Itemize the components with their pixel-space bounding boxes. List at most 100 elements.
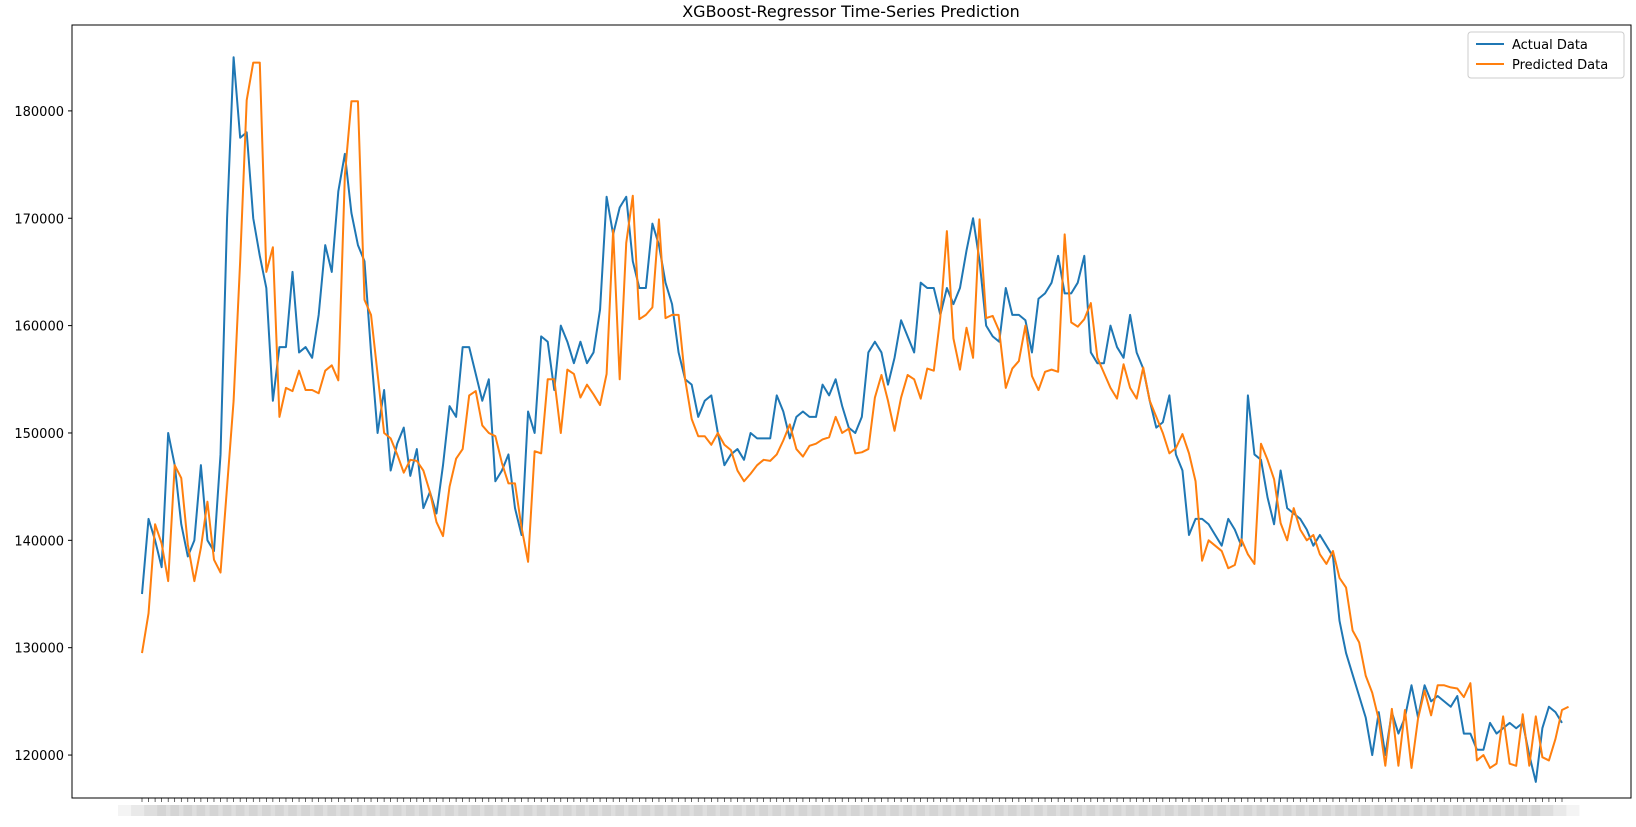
x-tick-label	[1282, 805, 1331, 816]
y-tick-label: 170000	[14, 212, 64, 227]
x-tick-label	[157, 805, 206, 816]
y-tick-label: 160000	[14, 320, 64, 335]
x-tick-label	[510, 805, 559, 816]
x-tick-label	[248, 805, 297, 816]
x-tick-label	[955, 805, 1004, 816]
x-tick-label	[1308, 805, 1357, 816]
x-tick-label	[759, 805, 808, 816]
legend-box	[1467, 31, 1625, 79]
x-tick-label	[392, 805, 441, 816]
x-tick-label	[458, 805, 507, 816]
x-tick-label	[1178, 805, 1227, 816]
x-axis	[118, 798, 1580, 816]
x-tick-label	[1439, 805, 1488, 816]
x-tick-label	[366, 805, 415, 816]
x-tick-label	[903, 805, 952, 816]
x-tick-label	[785, 805, 834, 816]
x-tick-label	[1479, 805, 1528, 816]
x-tick-label	[118, 805, 166, 816]
legend-label-actual: Actual Data	[1512, 38, 1588, 53]
x-tick-label	[942, 805, 991, 816]
x-tick-label	[1452, 805, 1501, 816]
x-tick-label	[850, 805, 899, 816]
series-layer	[141, 56, 1569, 783]
x-tick-label	[1348, 805, 1397, 816]
x-tick-label	[890, 805, 939, 816]
x-tick-label	[772, 805, 821, 816]
x-tick-label	[1518, 805, 1567, 816]
plot-frame	[71, 24, 1632, 799]
x-tick-label	[445, 805, 494, 816]
x-tick-label	[981, 805, 1030, 816]
x-tick-label	[733, 805, 782, 816]
x-tick-label	[641, 805, 690, 816]
x-tick-label	[1112, 805, 1161, 816]
x-tick-label	[863, 805, 912, 816]
x-tick-label	[654, 805, 703, 816]
x-tick-label	[314, 805, 363, 816]
x-tick-label	[1492, 805, 1541, 816]
legend: Actual Data Predicted Data	[1467, 31, 1625, 79]
x-tick-label	[1021, 805, 1070, 816]
x-tick-label	[1400, 805, 1449, 816]
x-tick-label	[405, 805, 454, 816]
chart-title: XGBoost-Regressor Time-Series Prediction	[682, 2, 1020, 21]
x-tick-label	[994, 805, 1043, 816]
x-tick-label	[1217, 805, 1266, 816]
x-tick-label	[968, 805, 1017, 816]
x-tick-label	[471, 805, 520, 816]
x-tick-label	[667, 805, 716, 816]
x-tick-label	[1204, 805, 1253, 816]
x-tick-label	[1505, 805, 1554, 816]
x-tick-label	[615, 805, 664, 816]
x-tick-label	[1099, 805, 1148, 816]
y-tick-label: 150000	[14, 427, 64, 442]
x-tick-label	[379, 805, 428, 816]
x-tick-label	[340, 805, 389, 816]
x-tick-label	[1466, 805, 1515, 816]
x-tick-label	[353, 805, 402, 816]
x-tick-label	[1531, 805, 1580, 816]
plot-area	[71, 24, 1632, 799]
x-tick-label	[1047, 805, 1096, 816]
x-tick-label	[484, 805, 533, 816]
x-tick-label	[1151, 805, 1200, 816]
x-tick-label	[209, 805, 258, 816]
x-tick-label	[144, 805, 193, 816]
y-tick-label: 140000	[14, 534, 64, 549]
x-tick-label	[916, 805, 965, 816]
x-tick-label	[1243, 805, 1292, 816]
x-tick-label	[1086, 805, 1135, 816]
x-tick-label	[1426, 805, 1475, 816]
legend-label-predicted: Predicted Data	[1512, 58, 1608, 73]
x-tick-label	[1060, 805, 1109, 816]
x-tick-label	[824, 805, 873, 816]
x-tick-label	[131, 805, 180, 816]
x-tick-label	[1007, 805, 1056, 816]
x-tick-label	[746, 805, 795, 816]
x-tick-label	[720, 805, 769, 816]
x-tick-label	[327, 805, 376, 816]
x-tick-label	[523, 805, 572, 816]
x-tick-label	[235, 805, 284, 816]
x-tick-label	[196, 805, 245, 816]
x-tick-label	[497, 805, 546, 816]
x-tick-label	[1387, 805, 1436, 816]
x-tick-label	[589, 805, 638, 816]
x-tick-label-band	[118, 805, 1580, 816]
x-tick-label	[811, 805, 860, 816]
x-tick-label	[432, 805, 481, 816]
series-line-actual	[141, 56, 1563, 783]
x-tick-label	[301, 805, 350, 816]
y-tick-label: 120000	[14, 749, 64, 764]
x-tick-label	[1413, 805, 1462, 816]
x-tick-label	[929, 805, 978, 816]
y-axis: 120000 130000 140000 150000 160000 170000 1800…	[14, 105, 72, 764]
y-tick-label: 130000	[14, 642, 64, 657]
x-tick-label	[1125, 805, 1174, 816]
x-tick-label	[419, 805, 468, 816]
x-tick-label	[680, 805, 729, 816]
series-line-predicted	[141, 61, 1569, 769]
x-tick-label	[1322, 805, 1371, 816]
